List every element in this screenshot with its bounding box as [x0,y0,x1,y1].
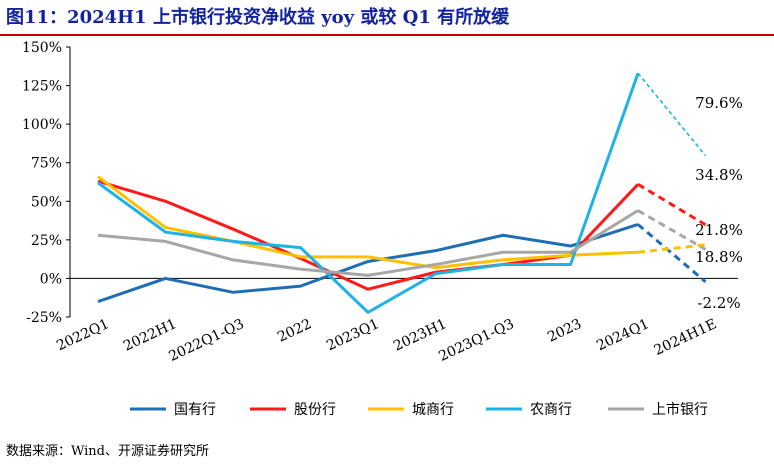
series-line [97,175,639,270]
figure-title: 图11：2024H1 上市银行投资净收益 yoy 或较 Q1 有所放缓 [6,7,510,28]
series-line [97,72,640,314]
end-value-label: 79.6% [695,94,743,112]
line-chart: 150%125%100%75%50%25%0%-25%2022Q1 2022H12… [22,40,743,418]
legend-label: 股份行 [294,402,336,418]
series-projection-line [637,72,707,157]
y-tick-label: 100% [22,117,62,133]
x-tick-label: 2023Q1-Q3 [436,316,516,365]
end-value-label: 34.8% [695,166,743,184]
legend-label: 国有行 [174,402,216,418]
x-tick-label: 2022 [275,316,314,346]
y-tick-label: -25% [26,310,62,326]
x-tick-label: 2024H1E [652,316,719,359]
source-note: 数据来源：Wind、开源证券研究所 [6,444,209,459]
y-tick-label: 0% [40,271,62,287]
x-tick-label: 2023Q1 [324,316,382,354]
series-line [97,209,639,277]
x-tick-label: 2023 [545,316,584,346]
end-value-label: 18.8% [695,248,743,266]
y-tick-label: 25% [31,233,62,249]
legend-label: 农商行 [530,402,572,418]
y-tick-label: 150% [22,40,62,56]
y-tick-label: 125% [22,79,62,95]
series-line [97,179,640,291]
x-tick-label: 2022Q1 [54,316,112,354]
end-value-label: -2.2% [697,294,740,312]
series-line [97,222,639,303]
series-projection-line [637,223,707,283]
y-tick-label: 75% [31,156,62,172]
series-projection-line [637,209,707,251]
end-value-label: 21.8% [695,221,743,239]
series-projection-line [637,183,707,227]
x-tick-label: 2022Q1-Q3 [166,316,246,365]
x-tick-label: 2024Q1 [594,316,652,354]
legend-label: 上市银行 [652,401,708,418]
title-rule [0,34,774,36]
y-tick-label: 50% [31,194,62,210]
legend-label: 城商行 [412,402,454,418]
